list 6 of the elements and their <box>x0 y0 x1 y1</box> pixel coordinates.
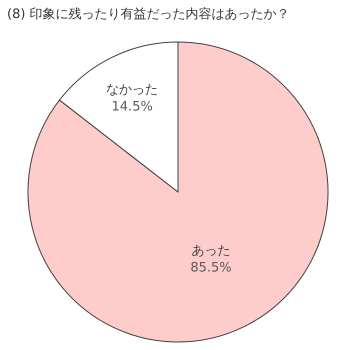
chart-title: (8) 印象に残ったり有益だった内容はあったか？ <box>7 6 290 22</box>
slice-label: なかった <box>106 82 158 98</box>
data-label: 85.5% <box>190 260 232 276</box>
data-label: 14.5% <box>112 99 153 114</box>
pie-slice <box>28 42 328 342</box>
slice-label: あった <box>191 243 230 258</box>
